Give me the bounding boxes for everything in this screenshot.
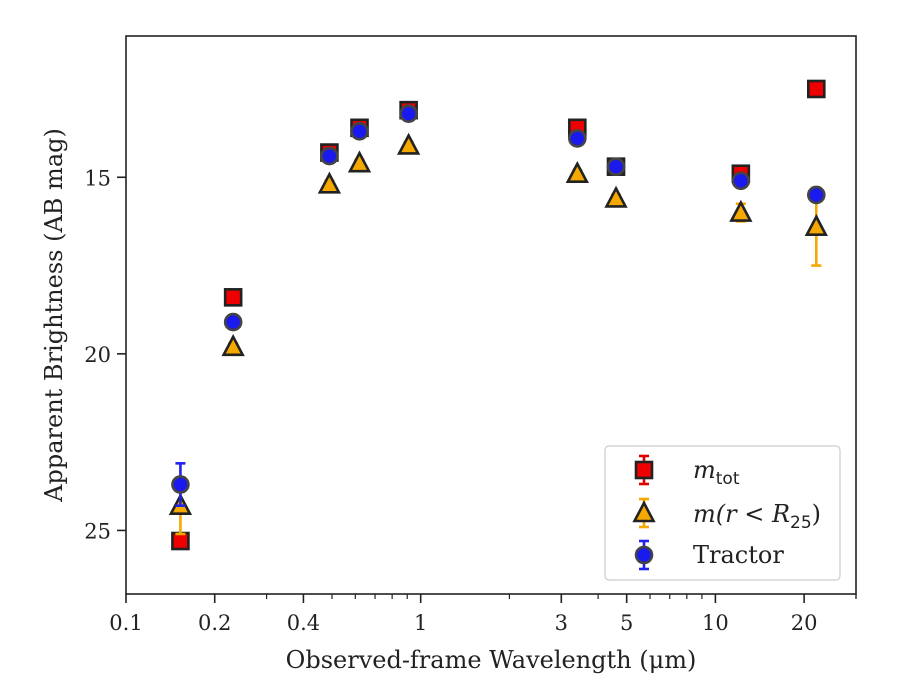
y-axis-ticks: 15 20 25	[84, 166, 126, 543]
legend-box	[604, 445, 841, 581]
legend-label-tractor: Tractor	[693, 541, 784, 569]
marker-mr25	[317, 171, 342, 194]
marker-mr25	[347, 150, 372, 173]
data-points	[168, 79, 828, 551]
marker-mr25	[221, 333, 245, 357]
data-point-tractor	[731, 171, 751, 191]
marker-tractor	[223, 312, 243, 332]
data-point-mr25	[565, 160, 589, 184]
marker-mtot	[171, 531, 190, 551]
marker-mr25	[565, 160, 589, 184]
data-point-tractor	[223, 312, 243, 332]
legend-mr25-tail: )	[812, 500, 821, 528]
plot-frame	[125, 35, 857, 595]
legend-mr25-sub: 25	[790, 513, 812, 533]
x-tick-label: 0.2	[198, 611, 231, 635]
marker-mtot	[807, 79, 826, 99]
data-point-tractor	[568, 129, 587, 148]
legend-mr25-main: m(r < R	[693, 500, 790, 528]
x-tick-label: 0.4	[287, 611, 320, 635]
legend: mtot m(r < R25) Tractor	[604, 445, 841, 581]
marker-tractor	[731, 171, 751, 191]
data-point-mr25	[221, 333, 245, 357]
marker-mr25	[604, 185, 628, 208]
x-axis-ticks: 0.1 0.2 0.4 1 3 5 10 20	[109, 594, 857, 635]
marker-tractor	[807, 185, 826, 205]
marker-mtot	[223, 288, 243, 307]
data-point-mtot	[223, 288, 243, 307]
legend-symbol-tractor	[634, 545, 654, 565]
marker-tractor	[171, 475, 190, 494]
data-point-mr25	[317, 171, 342, 194]
y-axis-title: Apparent Brightness (AB mag)	[40, 128, 68, 503]
x-tick-label: 10	[702, 611, 729, 635]
marker-tractor	[606, 157, 626, 176]
y-tick-label: 20	[84, 343, 111, 367]
data-point-tractor	[606, 157, 626, 176]
data-point-mr25	[396, 132, 421, 155]
marker-tractor	[399, 104, 418, 123]
data-point-mr25	[604, 185, 628, 208]
data-point-mr25	[729, 199, 753, 223]
legend-symbol-mtot	[634, 460, 654, 480]
marker-tractor	[320, 146, 339, 166]
x-tick-label: 0.1	[109, 611, 142, 635]
legend-marker-mtot	[634, 454, 654, 486]
legend-marker-mr25	[632, 497, 656, 529]
x-tick-label: 3	[555, 611, 568, 635]
legend-symbol-mr25	[632, 500, 656, 523]
data-point-tractor	[320, 146, 339, 166]
legend-label-mtot: mtot	[693, 456, 740, 489]
marker-mr25	[729, 199, 753, 222]
marker-tractor	[568, 129, 587, 148]
x-tick-label: 1	[414, 611, 427, 635]
y-tick-label: 15	[84, 166, 111, 190]
legend-markers	[632, 454, 656, 571]
legend-mtot-main: m	[693, 456, 716, 484]
y-tick-label: 25	[84, 519, 111, 543]
legend-mtot-sub: tot	[716, 469, 740, 489]
x-tick-label: 5	[620, 611, 633, 635]
data-point-tractor	[399, 104, 418, 123]
x-axis-title: Observed-frame Wavelength (μm)	[286, 646, 697, 674]
x-tick-label: 20	[791, 611, 818, 635]
data-point-mtot	[807, 79, 826, 99]
marker-mr25	[396, 132, 421, 155]
legend-marker-tractor	[634, 539, 654, 571]
data-point-mr25	[347, 150, 372, 173]
legend-label-mr25: m(r < R25)	[693, 500, 821, 533]
marker-mr25	[804, 213, 828, 237]
data-point-tractor	[171, 462, 190, 508]
marker-tractor	[350, 122, 369, 141]
data-point-mtot	[171, 531, 190, 551]
data-point-tractor	[807, 185, 826, 205]
data-point-tractor	[350, 122, 369, 141]
